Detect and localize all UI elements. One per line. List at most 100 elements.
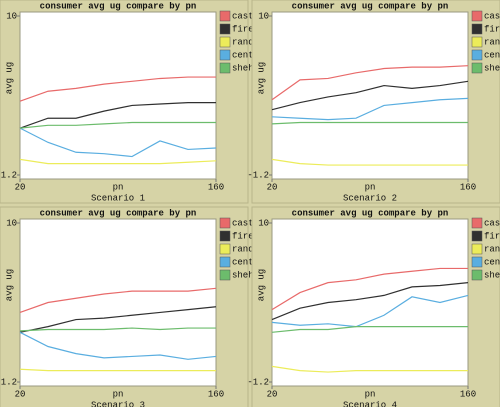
chart-title: consumer avg ug compare by pn	[292, 208, 449, 218]
y-tick-label: 10	[258, 218, 269, 228]
x-axis-label: pn	[365, 389, 376, 399]
legend-label: fire	[484, 24, 500, 34]
chart-caption: Scenario 3	[91, 400, 145, 407]
series-line	[19, 158, 217, 165]
legend-label: rand	[232, 37, 254, 47]
y-tick-label: 10	[6, 11, 17, 21]
legend-swatch	[219, 256, 231, 268]
series-line	[271, 97, 469, 121]
chart-caption: Scenario 4	[343, 400, 397, 407]
legend-label: cast	[484, 11, 500, 21]
series-line	[271, 158, 468, 166]
series-line	[271, 65, 469, 101]
series-line	[19, 127, 217, 158]
legend-label: sheh	[232, 63, 254, 73]
legend-swatch	[219, 243, 231, 255]
legend-swatch	[471, 230, 483, 242]
x-tick-label: 160	[460, 389, 476, 399]
legend-label: cent	[484, 257, 500, 267]
legend-label: cast	[484, 218, 500, 228]
legend-swatch	[471, 243, 483, 255]
series-line	[19, 331, 217, 360]
x-tick-label: 20	[267, 389, 278, 399]
series-line	[271, 282, 469, 321]
chart-panel: consumer avg ug compare by pn -1.2 10 20 160…	[0, 206, 254, 407]
chart-title: consumer avg ug compare by pn	[40, 208, 197, 218]
legend-label: cent	[232, 50, 254, 60]
legend-label: fire	[232, 231, 254, 241]
y-tick-label: -1.2	[0, 170, 17, 180]
series-line	[19, 368, 216, 372]
legend-swatch	[471, 269, 483, 281]
series-line	[19, 121, 216, 129]
plot-area	[271, 218, 469, 387]
chart-panel: consumer avg ug compare by pn -1.2 10 20 160…	[247, 206, 500, 407]
legend-label: rand	[484, 37, 500, 47]
legend-label: cent	[484, 50, 500, 60]
chart-title: consumer avg ug compare by pn	[292, 1, 449, 11]
x-axis-label: pn	[113, 182, 124, 192]
legend-label: cast	[232, 11, 254, 21]
series-line	[19, 76, 216, 102]
series-line	[271, 365, 468, 373]
legend-swatch	[471, 256, 483, 268]
legend-swatch	[471, 217, 483, 229]
legend-label: sheh	[232, 270, 254, 280]
series-line	[19, 327, 216, 332]
legend-swatch	[219, 62, 231, 74]
legend-swatch	[471, 23, 483, 35]
legend-swatch	[219, 23, 231, 35]
y-axis-label: avg ug	[256, 62, 266, 94]
legend-swatch	[219, 36, 231, 48]
y-tick-label: 10	[6, 218, 17, 228]
x-axis-label: pn	[365, 182, 376, 192]
legend-swatch	[219, 10, 231, 22]
x-tick-label: 20	[267, 182, 278, 192]
legend-swatch	[471, 10, 483, 22]
legend-label: sheh	[484, 270, 500, 280]
series-line	[271, 267, 468, 311]
legend-label: sheh	[484, 63, 500, 73]
y-tick-label: -1.2	[247, 377, 269, 387]
chart-title: consumer avg ug compare by pn	[40, 1, 197, 11]
chart-caption: Scenario 2	[343, 193, 397, 203]
legend-swatch	[471, 36, 483, 48]
chart-panel: consumer avg ug compare by pn -1.2 10 20 160…	[247, 0, 500, 204]
legend-label: fire	[484, 231, 500, 241]
plot-area	[271, 11, 469, 180]
x-tick-label: 20	[15, 389, 26, 399]
x-tick-label: 160	[208, 389, 224, 399]
series-line	[271, 80, 469, 111]
legend-swatch	[471, 49, 483, 61]
legend-label: rand	[232, 244, 254, 254]
legend-swatch	[471, 62, 483, 74]
y-tick-label: 10	[258, 11, 269, 21]
series-line	[271, 121, 468, 125]
x-tick-label: 160	[460, 182, 476, 192]
y-axis-label: avg ug	[4, 62, 14, 94]
chart-panel: consumer avg ug compare by pn -1.2 10 20 160…	[0, 0, 254, 204]
y-axis-label: avg ug	[256, 269, 266, 301]
x-tick-label: 20	[15, 182, 26, 192]
legend-swatch	[219, 49, 231, 61]
series-line	[271, 326, 468, 333]
plot-area	[19, 11, 217, 180]
y-tick-label: -1.2	[247, 170, 269, 180]
y-axis-label: avg ug	[4, 269, 14, 301]
legend-label: cast	[232, 218, 254, 228]
legend-label: cent	[232, 257, 254, 267]
x-axis-label: pn	[113, 389, 124, 399]
y-tick-label: -1.2	[0, 377, 17, 387]
series-line	[19, 306, 217, 333]
legend-swatch	[219, 269, 231, 281]
legend-swatch	[219, 230, 231, 242]
series-line	[19, 287, 217, 314]
legend-label: fire	[232, 24, 254, 34]
series-line	[19, 101, 216, 129]
x-tick-label: 160	[208, 182, 224, 192]
legend-swatch	[219, 217, 231, 229]
chart-caption: Scenario 1	[91, 193, 145, 203]
series-line	[271, 294, 469, 328]
